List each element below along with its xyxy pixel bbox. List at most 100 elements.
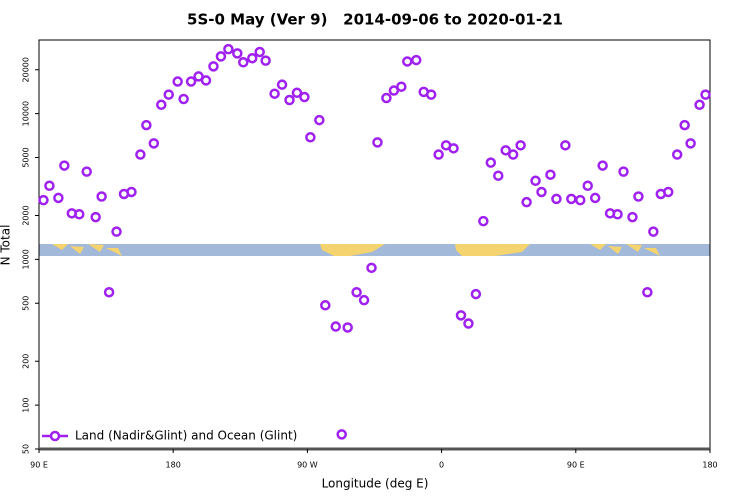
point <box>276 79 288 90</box>
point <box>530 175 541 187</box>
point <box>284 94 295 106</box>
point <box>694 99 705 111</box>
point <box>478 215 489 227</box>
point <box>223 43 234 55</box>
point <box>96 191 107 202</box>
point <box>618 166 629 177</box>
point <box>551 193 562 205</box>
point <box>193 71 204 82</box>
point <box>500 145 511 156</box>
point <box>135 149 146 160</box>
point <box>700 89 711 100</box>
point <box>208 61 219 72</box>
point <box>485 157 497 168</box>
x-tick-label: 180 <box>702 461 717 470</box>
point <box>200 75 212 86</box>
y-tick-label: 50 <box>22 444 31 454</box>
legend-label: Land (Nadir&Glint) and Ocean (Glint) <box>75 429 297 443</box>
point <box>232 48 243 59</box>
point <box>314 114 325 126</box>
point <box>662 186 674 198</box>
point <box>560 140 571 151</box>
point <box>163 89 174 100</box>
point <box>470 288 482 300</box>
point <box>597 160 608 171</box>
y-axis-label: N Total <box>0 225 13 266</box>
chart-title: 5S-0 May (Ver 9) 2014-09-06 to 2020-01-2… <box>187 11 563 29</box>
point <box>351 286 362 298</box>
point <box>671 149 683 160</box>
point <box>589 192 601 204</box>
map-band <box>39 244 710 256</box>
point <box>633 191 644 202</box>
point <box>679 119 690 131</box>
point <box>685 138 696 149</box>
x-tick-label: 180 <box>166 461 181 470</box>
x-tick-label: 90 W <box>297 461 318 470</box>
point <box>111 226 122 237</box>
point <box>320 300 331 311</box>
y-tick-label: 100 <box>22 397 31 412</box>
legend-marker <box>49 430 61 442</box>
point <box>254 46 265 58</box>
point <box>215 51 227 62</box>
point <box>172 76 183 87</box>
point <box>411 54 422 66</box>
point <box>425 89 437 100</box>
point <box>507 149 519 160</box>
point <box>148 138 160 149</box>
point <box>156 99 167 111</box>
point <box>103 286 115 298</box>
point <box>59 160 70 171</box>
y-tick-label: 10000 <box>22 101 31 126</box>
point <box>612 208 623 220</box>
point <box>336 429 347 440</box>
point <box>575 194 586 206</box>
point <box>358 294 370 306</box>
y-tick-label: 500 <box>22 296 31 311</box>
point <box>545 169 556 180</box>
point <box>582 180 593 191</box>
point <box>330 321 341 332</box>
point <box>463 318 474 329</box>
point <box>372 137 383 148</box>
point <box>455 310 467 321</box>
point <box>396 81 407 92</box>
point <box>178 93 189 105</box>
point <box>126 186 137 198</box>
y-tick-label: 20000 <box>22 57 31 82</box>
point <box>448 143 459 154</box>
point <box>627 211 638 223</box>
point <box>141 119 152 131</box>
point <box>90 211 101 223</box>
point <box>74 208 85 220</box>
y-tick-label: 1000 <box>22 249 31 269</box>
point <box>291 87 303 99</box>
point <box>305 132 316 143</box>
y-tick-label: 5000 <box>22 147 31 167</box>
point <box>493 170 504 181</box>
y-tick-label: 2000 <box>22 205 31 225</box>
point <box>521 196 532 208</box>
x-axis-label: Longitude (deg E) <box>322 477 429 491</box>
point <box>38 194 49 206</box>
point <box>238 57 249 68</box>
point <box>366 262 377 274</box>
point <box>185 76 197 87</box>
x-tick-label: 90 E <box>567 461 585 470</box>
point <box>299 91 310 103</box>
point <box>81 166 92 177</box>
point <box>433 149 444 160</box>
y-tick-label: 200 <box>22 354 31 369</box>
point <box>269 88 280 99</box>
point <box>53 192 64 204</box>
x-tick-label: 90 E <box>30 461 48 470</box>
point <box>246 52 258 64</box>
point <box>44 180 55 191</box>
point <box>642 286 653 298</box>
point <box>260 55 271 66</box>
point <box>342 322 353 333</box>
point <box>536 186 547 198</box>
point <box>381 92 392 104</box>
